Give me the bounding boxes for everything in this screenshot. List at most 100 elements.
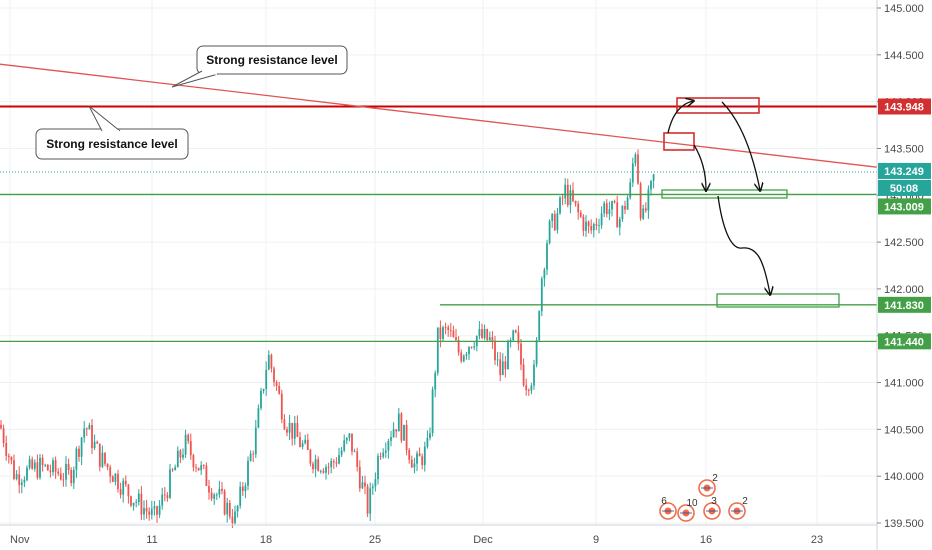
candle xyxy=(491,331,494,349)
candle-body xyxy=(114,473,117,482)
candle xyxy=(49,464,52,478)
candle-body xyxy=(20,482,23,486)
candle-body xyxy=(41,457,44,466)
candle xyxy=(577,200,580,220)
candle-body xyxy=(418,453,421,457)
candle-body xyxy=(143,508,145,515)
candle xyxy=(642,204,645,221)
candle xyxy=(15,470,18,481)
candle-body xyxy=(239,486,242,506)
candle-body xyxy=(52,460,54,473)
candle xyxy=(106,463,109,471)
candle xyxy=(436,327,439,376)
candle xyxy=(460,349,463,364)
event-badge[interactable]: 10 xyxy=(677,498,698,522)
candle-body xyxy=(13,460,15,479)
candle xyxy=(390,430,392,447)
price-tick-label: 142.500 xyxy=(884,237,924,249)
candle xyxy=(228,499,231,520)
candle xyxy=(538,310,541,342)
candle xyxy=(291,422,294,446)
candle xyxy=(197,467,200,471)
price-tag: 50:08 xyxy=(878,179,931,196)
candle-body xyxy=(561,197,564,199)
candle xyxy=(392,422,395,438)
candle xyxy=(153,500,156,516)
callout-label: Strong resistance level xyxy=(171,45,348,88)
candle-body xyxy=(62,479,65,481)
price-tag-background xyxy=(878,333,931,350)
candle-body xyxy=(371,486,374,489)
candle xyxy=(509,337,512,348)
candle-body xyxy=(54,460,57,472)
event-badge[interactable]: 2 xyxy=(698,473,718,497)
candle xyxy=(366,483,369,517)
price-tag-background xyxy=(878,162,931,179)
candle-body xyxy=(244,485,247,492)
callout-pointer-mask xyxy=(202,70,218,75)
candle xyxy=(111,475,114,482)
candle-body xyxy=(270,354,273,369)
candle-body xyxy=(410,459,413,468)
candle xyxy=(512,329,515,342)
candle xyxy=(236,504,239,518)
candle xyxy=(283,414,286,431)
candle xyxy=(631,157,634,188)
candle-body xyxy=(257,408,260,428)
candle xyxy=(67,458,70,475)
candle xyxy=(101,445,104,469)
candle xyxy=(600,206,603,229)
candle-body xyxy=(501,361,504,376)
candle xyxy=(286,426,288,437)
candle xyxy=(481,323,483,340)
candle-body xyxy=(231,516,234,523)
candle xyxy=(377,453,379,485)
price-tag: 141.440 xyxy=(878,333,931,350)
candle-body xyxy=(400,413,403,441)
candle xyxy=(569,184,572,214)
candle-body xyxy=(426,437,429,447)
candle-body xyxy=(286,429,288,433)
candle xyxy=(652,173,655,189)
candle-body xyxy=(556,213,559,231)
candle-body xyxy=(247,460,249,486)
candle-body xyxy=(436,327,439,374)
candle-body xyxy=(93,441,96,449)
candle-body xyxy=(481,329,483,338)
candle xyxy=(5,435,8,461)
candle-body xyxy=(358,466,361,489)
candle-body xyxy=(569,190,572,206)
candle-body xyxy=(130,496,132,506)
candle xyxy=(176,446,179,468)
event-badge[interactable]: 6 xyxy=(659,496,677,520)
candle xyxy=(223,489,226,516)
candle-body xyxy=(462,355,465,362)
candle xyxy=(31,456,34,470)
event-badges[interactable]: 6 10 3 2 2 xyxy=(659,473,748,522)
candle xyxy=(210,488,213,502)
candle-body xyxy=(306,439,309,450)
candle xyxy=(54,456,57,479)
candle xyxy=(494,335,496,366)
candle-body xyxy=(179,450,182,458)
candle xyxy=(72,466,75,489)
price-tag-label: 143.009 xyxy=(884,201,924,213)
candle xyxy=(587,220,590,234)
event-badge[interactable]: 2 xyxy=(728,496,748,520)
candle-body xyxy=(618,219,621,228)
candle xyxy=(122,477,125,503)
candle xyxy=(447,324,450,337)
candle xyxy=(608,201,611,221)
candle xyxy=(140,486,143,521)
candle xyxy=(527,388,530,396)
price-levels xyxy=(0,105,877,342)
event-badge-count: 3 xyxy=(711,496,717,507)
candle-body xyxy=(397,413,400,432)
event-badge[interactable]: 3 xyxy=(703,496,721,520)
candle-body xyxy=(483,329,486,338)
candle xyxy=(465,351,468,360)
candle xyxy=(124,475,127,487)
